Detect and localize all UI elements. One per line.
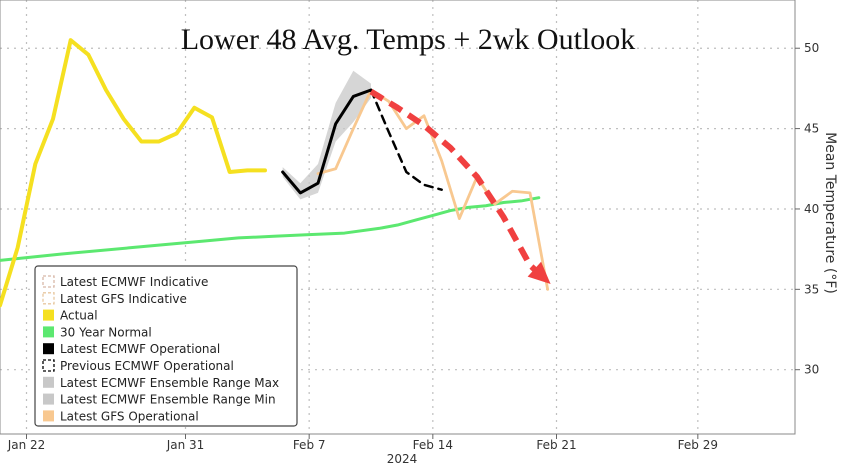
legend-box <box>34 265 298 427</box>
x-tick-label: Feb 29 <box>678 438 718 452</box>
series-actual <box>0 38 267 308</box>
x-axis-ticks: Jan 22 Jan 31 Feb 7 Feb 14 Feb 21 Feb 29 <box>7 434 718 452</box>
legend-label: Latest ECMWF Ensemble Range Max <box>60 376 279 390</box>
y-axis-label: Mean Temperature (°F) <box>822 132 838 294</box>
legend-swatch <box>43 393 54 405</box>
legend-label: Latest GFS Indicative <box>60 292 187 306</box>
series-30-year-normal <box>0 196 541 262</box>
legend-swatch <box>43 376 54 388</box>
legend-label: Actual <box>60 309 98 323</box>
legend-swatch <box>43 309 54 321</box>
series-ensemble-range-band <box>282 70 371 200</box>
x-tick-label: Feb 14 <box>413 438 453 452</box>
x-axis-label: 2024 <box>387 452 418 466</box>
x-tick-label: Feb 21 <box>536 438 576 452</box>
legend-swatch <box>43 326 54 338</box>
legend-label: Latest ECMWF Ensemble Range Min <box>60 393 276 407</box>
chart-title: Lower 48 Avg. Temps + 2wk Outlook <box>181 23 636 56</box>
y-axis-ticks: 30 35 40 45 50 <box>795 41 819 377</box>
legend-swatch <box>42 359 55 372</box>
series-previous-ecmwf-operational <box>369 88 443 191</box>
y-tick-label: 30 <box>804 363 819 377</box>
x-tick-label: Feb 7 <box>293 438 326 452</box>
y-tick-label: 40 <box>804 202 819 216</box>
legend-swatch <box>42 275 55 288</box>
legend-label: Latest ECMWF Indicative <box>60 275 208 289</box>
legend-label: Latest GFS Operational <box>60 409 199 423</box>
legend-swatch <box>43 343 54 355</box>
legend-swatch <box>43 410 54 422</box>
forecast-arrow-head <box>527 261 551 284</box>
plot-frame <box>0 0 796 435</box>
legend-label: Latest ECMWF Operational <box>60 342 220 356</box>
gridlines <box>0 0 795 434</box>
series-latest-gfs-operational <box>316 88 550 291</box>
series-layer <box>0 38 551 308</box>
forecast-trend-arrow <box>369 89 550 284</box>
legend-label: 30 Year Normal <box>60 325 152 339</box>
legend: Latest ECMWF Indicative Latest GFS Indica… <box>34 265 298 427</box>
x-tick-label: Jan 31 <box>166 438 205 452</box>
y-tick-label: 45 <box>804 122 819 136</box>
y-tick-label: 35 <box>804 282 819 296</box>
legend-label: Previous ECMWF Operational <box>60 359 234 373</box>
x-tick-label: Jan 22 <box>7 438 46 452</box>
y-tick-label: 50 <box>804 41 819 55</box>
series-latest-ecmwf-operational <box>281 88 373 195</box>
legend-swatch <box>42 292 55 305</box>
